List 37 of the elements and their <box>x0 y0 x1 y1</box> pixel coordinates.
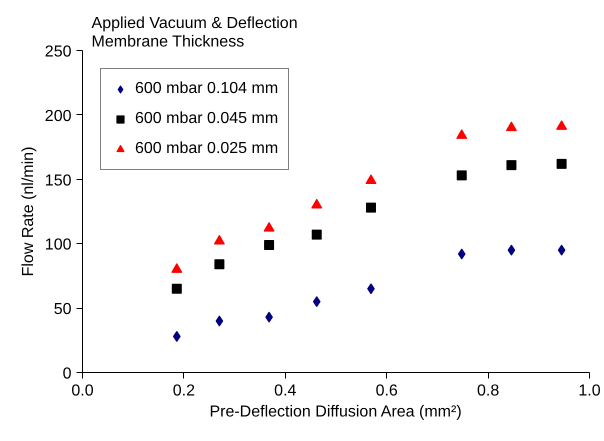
point <box>171 263 182 273</box>
x-tick-label: 0.8 <box>476 382 500 400</box>
x-tick-label: 0.0 <box>71 382 94 400</box>
y-axis-title: Flow Rate (nl/min) <box>20 146 37 276</box>
legend-label: 600 mbar 0.045 mm <box>135 110 278 128</box>
point <box>264 222 275 232</box>
y-tick-label: 200 <box>44 108 72 125</box>
y-tick-label: 150 <box>44 172 72 190</box>
point <box>172 284 182 294</box>
x-tick-label: 1.0 <box>578 382 601 400</box>
point <box>214 234 225 245</box>
point <box>264 240 274 250</box>
point <box>458 248 466 260</box>
point <box>366 202 376 213</box>
point <box>312 296 321 308</box>
point <box>311 198 322 208</box>
point <box>172 330 181 342</box>
legend-label: 600 mbar 0.025 mm <box>135 140 278 158</box>
x-tick-label: 0.2 <box>172 382 196 400</box>
point <box>456 170 467 180</box>
point <box>506 122 517 132</box>
point <box>312 230 322 240</box>
point <box>556 158 567 169</box>
y-tick-label: 100 <box>44 236 72 254</box>
y-tick-label: 250 <box>44 44 72 60</box>
point <box>506 160 516 170</box>
x-axis-title: Pre-Deflection Diffusion Area (mm²) <box>209 404 462 420</box>
point <box>214 259 224 270</box>
point <box>556 120 568 130</box>
y-tick-label: 0 <box>62 366 72 382</box>
legend-label: 600 mbar 0.104 mm <box>135 80 278 98</box>
x-tick-label: 0.6 <box>376 382 398 400</box>
legend-title: Applied Vacuum & Deflection Membrane Thickness <box>92 14 298 50</box>
point <box>365 174 376 184</box>
y-tick-label: 50 <box>54 301 72 318</box>
point <box>456 129 468 139</box>
x-tick-label: 0.4 <box>274 382 297 400</box>
